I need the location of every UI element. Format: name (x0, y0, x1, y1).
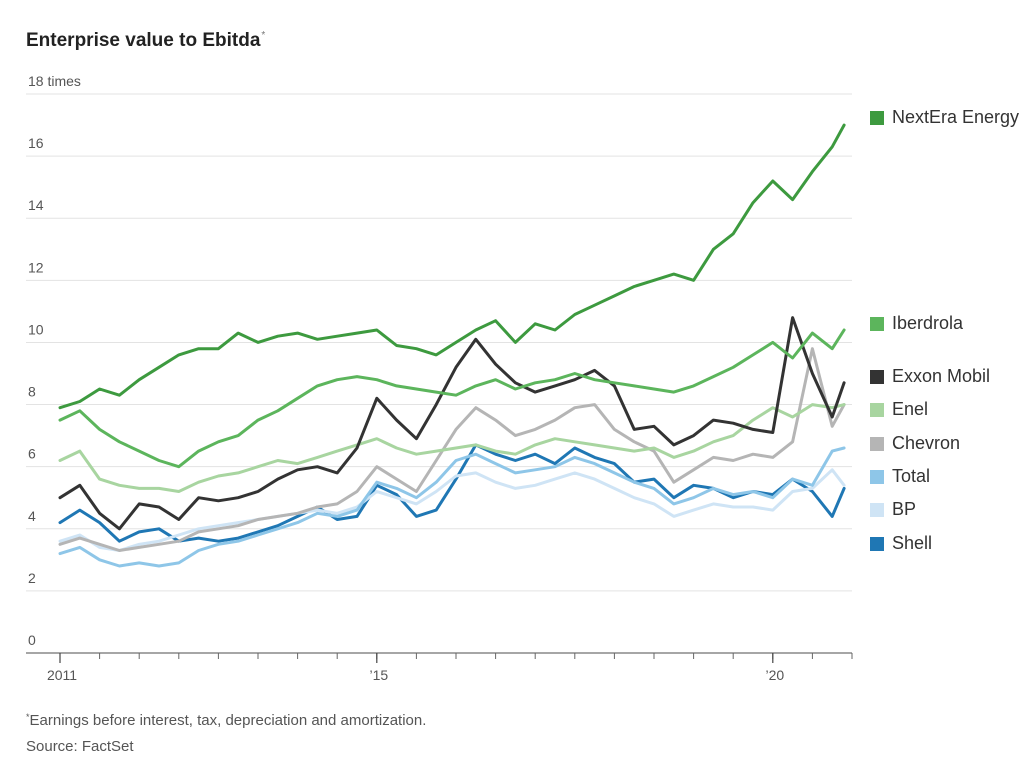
legend-label: Chevron (892, 433, 961, 453)
legend-swatch (870, 316, 884, 331)
legend-swatch (870, 436, 884, 451)
series-line-total (58, 446, 846, 568)
legend-swatch (870, 402, 884, 417)
series-line-iberdrola (58, 328, 846, 469)
legend-item: NextEra Energy (870, 107, 1019, 128)
legend-label: Total (892, 466, 931, 486)
legend-item: BP (870, 499, 916, 520)
y-tick-label: 6 (28, 446, 36, 462)
y-tick-label: 2 (28, 570, 36, 586)
legend-item: Exxon Mobil (870, 366, 990, 387)
legend-item: Total (870, 466, 930, 487)
y-tick-label: 16 (28, 135, 44, 151)
legend-swatch (870, 369, 884, 384)
chart-title: Enterprise value to Ebitda* (26, 30, 265, 52)
series-line-enel (58, 403, 846, 493)
y-tick-label: 18 times (28, 73, 81, 89)
y-tick-label: 12 (28, 259, 44, 275)
legend-swatch (870, 502, 884, 517)
legend-label: Exxon Mobil (892, 366, 991, 386)
legend-item: Iberdrola (870, 313, 963, 334)
legend-label: Shell (892, 533, 933, 553)
series-line-chevron (58, 347, 846, 552)
legend-label: BP (892, 499, 917, 519)
x-tick-label: ’20 (765, 667, 784, 683)
x-tick-label: 2011 (47, 667, 77, 683)
y-tick-label: 4 (28, 508, 36, 524)
legend-label: NextEra Energy (892, 107, 1020, 127)
footnote-marker: * (26, 712, 30, 722)
legend-swatch (870, 469, 884, 484)
legend-swatch (870, 110, 884, 125)
x-tick-label: ’15 (369, 667, 388, 683)
y-tick-label: 10 (28, 321, 44, 337)
series-line-nextera-energy (58, 123, 846, 410)
legend-label: Iberdrola (892, 313, 964, 333)
series-line-exxon-mobil (58, 316, 846, 531)
chart-area: 0 2 4 6 8 10 12 14 16 18 times 2011 ’15 ’20 (26, 73, 853, 683)
legend-label: Enel (892, 399, 929, 419)
series-line-bp (58, 468, 846, 552)
footnote: *Earnings before interest, tax, deprecia… (26, 712, 426, 729)
title-footnote-marker: * (261, 30, 266, 41)
y-tick-label: 8 (28, 384, 36, 400)
legend-swatch (870, 536, 884, 551)
legend-item: Chevron (870, 433, 960, 454)
legend-item: Enel (870, 399, 928, 420)
source-note: Source: FactSet (26, 738, 134, 755)
y-tick-label: 0 (28, 632, 36, 648)
footnote-text: Earnings before interest, tax, depreciat… (29, 712, 427, 729)
y-tick-label: 14 (28, 197, 44, 213)
legend-item: Shell (870, 533, 932, 554)
chart-title-text: Enterprise value to Ebitda (26, 30, 261, 51)
